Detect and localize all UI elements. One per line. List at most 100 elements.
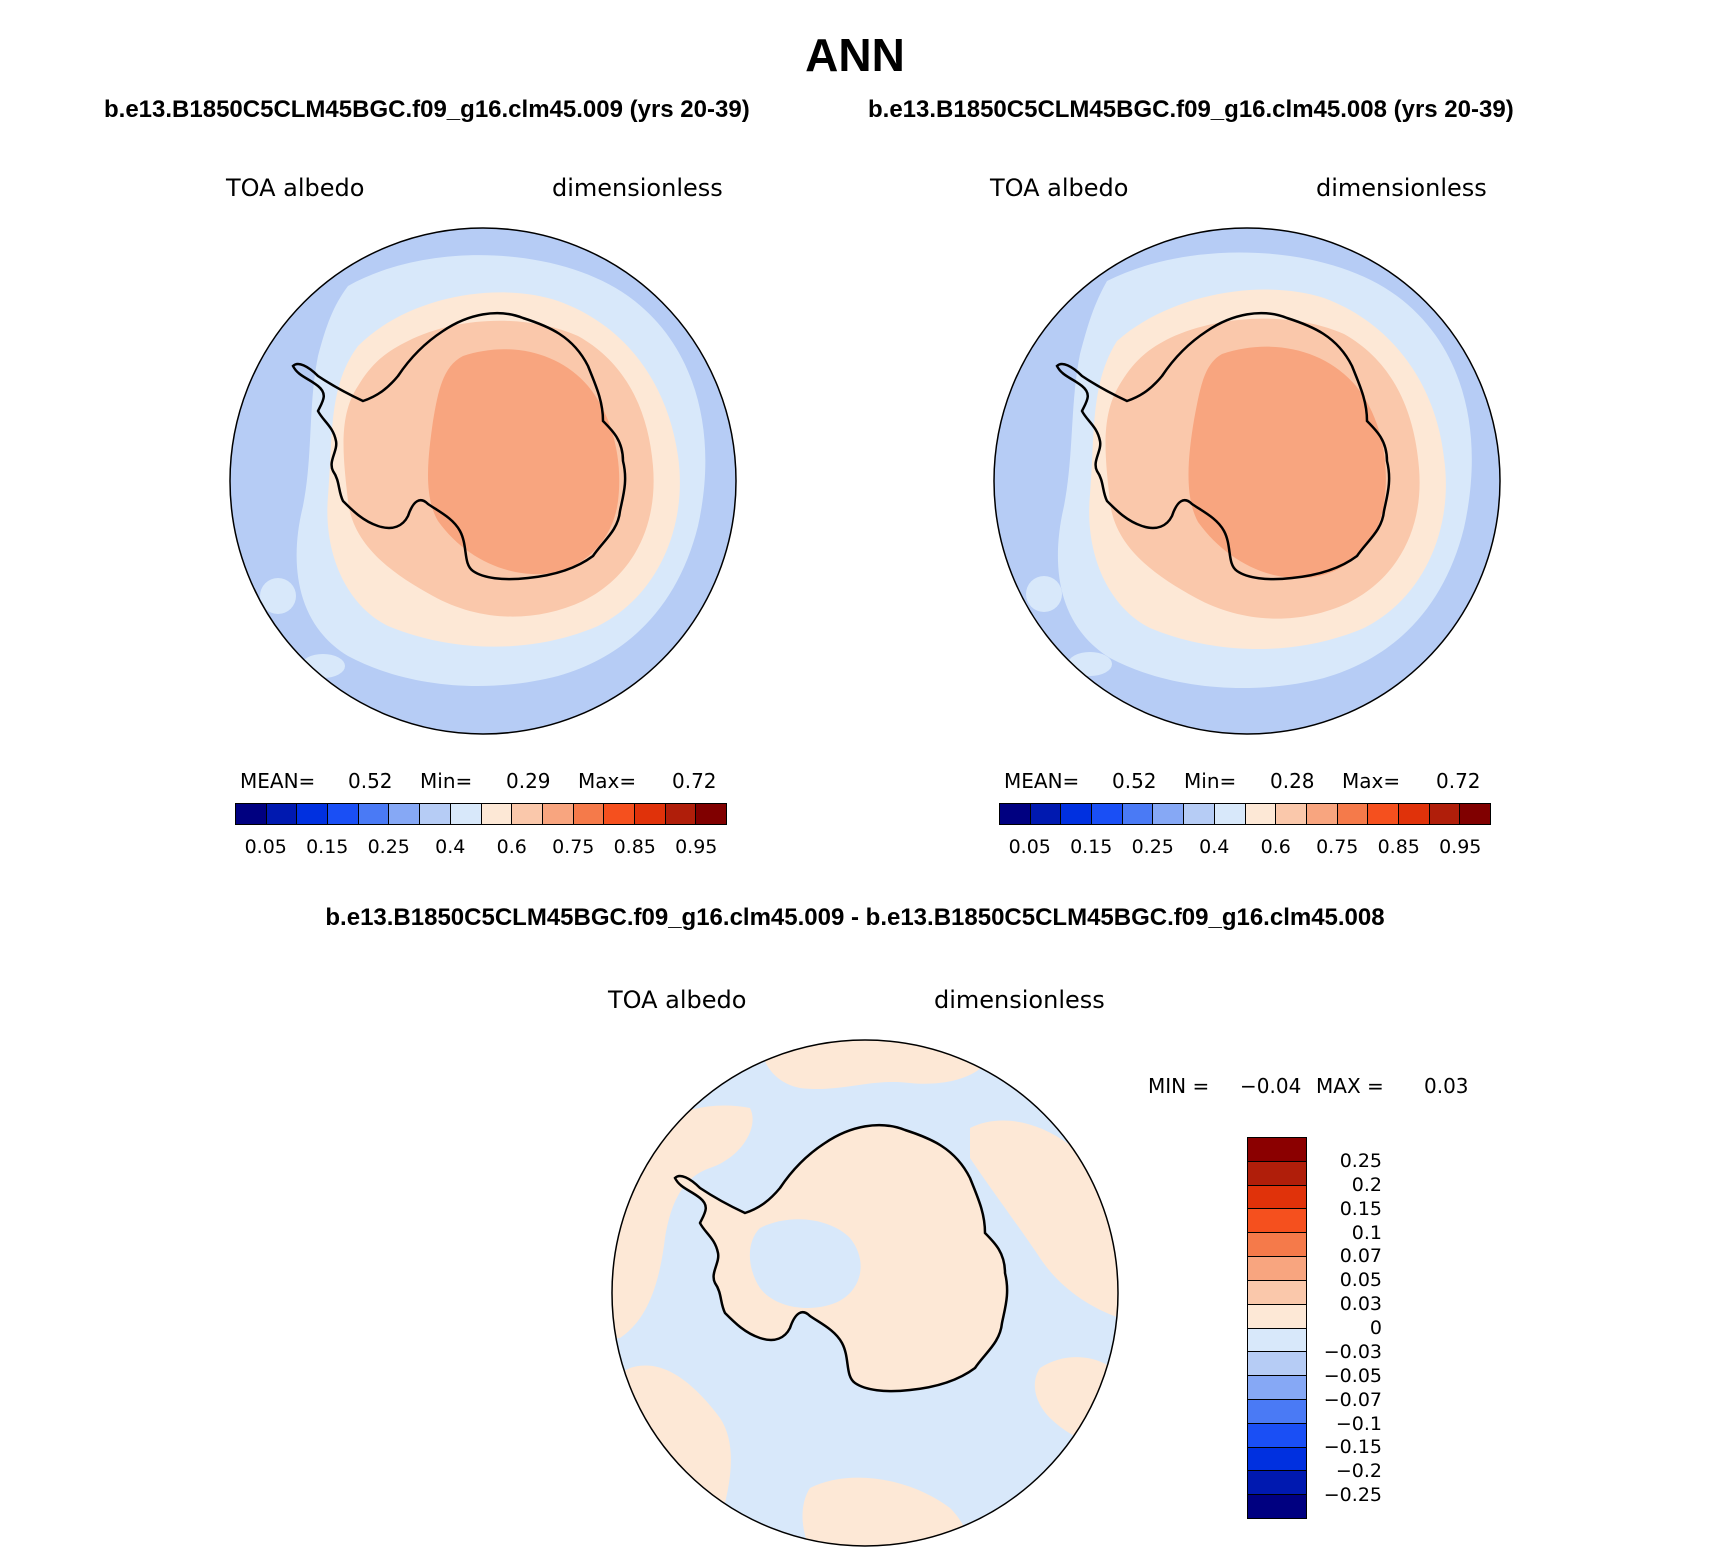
diff-colorbar-tick-label: −0.15: [1323, 1436, 1382, 1459]
diff-colorbar-tick-label: −0.07: [1323, 1388, 1382, 1411]
left-colorbar-swatch: [236, 804, 267, 824]
right-coastline: [1055, 311, 1391, 581]
left-colorbar-swatch: [542, 804, 574, 824]
right-min-label: Min=: [1184, 769, 1237, 793]
diff-pos-region-ne: [970, 1120, 1118, 1318]
left-coastline: [291, 311, 627, 581]
diff-colorbar-swatch: [1248, 1376, 1306, 1400]
right-colorbar-swatch: [1061, 804, 1093, 824]
diff-colorbar-swatch: [1248, 1304, 1306, 1329]
diff-colorbar-swatch: [1248, 1447, 1306, 1472]
right-colorbar-swatch: [1245, 804, 1277, 824]
right-colorbar: [999, 803, 1491, 825]
diff-colorbar-swatch: [1248, 1471, 1306, 1496]
left-colorbar-swatch: [573, 804, 605, 824]
diff-max-value: 0.03: [1424, 1074, 1469, 1098]
diff-colorbar-swatch: [1248, 1209, 1306, 1234]
left-colorbar-tick-label: 0.15: [306, 836, 349, 858]
right-mean-value: 0.52: [1112, 769, 1157, 793]
left-colorbar-swatch: [450, 804, 482, 824]
left-colorbar-swatch: [297, 804, 329, 824]
diff-colorbar-tick-label: 0.15: [1339, 1197, 1382, 1220]
right-case-title: b.e13.B1850C5CLM45BGC.f09_g16.clm45.008 …: [868, 96, 1514, 123]
right-colorbar-swatch: [1276, 804, 1307, 824]
right-ocean-mid-blob: [1026, 576, 1062, 612]
diff-colorbar-tick-label: 0.05: [1339, 1269, 1382, 1292]
diff-colorbar-swatch: [1248, 1185, 1306, 1210]
right-colorbar-tick-label: 0.05: [1008, 836, 1051, 858]
right-min-value: 0.28: [1270, 769, 1315, 793]
right-colorbar-swatch: [1214, 804, 1246, 824]
left-colorbar-swatch: [481, 804, 513, 824]
right-colorbar-swatch: [1184, 804, 1215, 824]
left-colorbar-tick-label: 0.95: [675, 836, 718, 858]
right-units-label: dimensionless: [1316, 174, 1487, 202]
left-mean-label: MEAN=: [240, 769, 316, 793]
right-colorbar-swatch: [1092, 804, 1123, 824]
right-colorbar-tick-label: 0.95: [1439, 836, 1482, 858]
right-mean-label: MEAN=: [1004, 769, 1080, 793]
left-colorbar-tick-label: 0.25: [367, 836, 410, 858]
left-ocean-mid-blob: [260, 578, 296, 614]
left-colorbar-tick-label: 0.05: [244, 836, 287, 858]
diff-colorbar-tick-label: −0.2: [1335, 1460, 1382, 1483]
diff-colorbar-tick-label: 0.1: [1351, 1221, 1382, 1244]
left-map-border: [229, 227, 737, 735]
diff-title: b.e13.B1850C5CLM45BGC.f09_g16.clm45.009 …: [325, 904, 1385, 931]
diff-colorbar-swatch: [1248, 1280, 1306, 1305]
left-colorbar-swatch: [665, 804, 697, 824]
diff-colorbar-swatch: [1248, 1495, 1306, 1518]
right-colorbar-swatch: [1429, 804, 1461, 824]
right-max-label: Max=: [1342, 769, 1401, 793]
right-colorbar-swatch: [1306, 804, 1338, 824]
left-colorbar-swatch: [696, 804, 726, 824]
diff-pos-region-n: [760, 1040, 992, 1089]
right-colorbar-tick-label: 0.25: [1131, 836, 1174, 858]
left-colorbar-swatch: [328, 804, 359, 824]
left-min-label: Min=: [420, 769, 473, 793]
left-colorbar-swatch: [634, 804, 666, 824]
diff-units-label: dimensionless: [934, 986, 1105, 1014]
right-colorbar-tick-label: 0.15: [1070, 836, 1113, 858]
left-colorbar-swatch: [389, 804, 421, 824]
right-colorbar-swatch: [1337, 804, 1369, 824]
right-colorbar-tick-label: 0.85: [1377, 836, 1420, 858]
left-var-label: TOA albedo: [226, 174, 365, 202]
right-colorbar-tick-label: 0.6: [1260, 836, 1291, 858]
diff-colorbar-swatch: [1248, 1138, 1306, 1162]
diff-antarctica-neg-patch: [749, 1219, 861, 1308]
diff-colorbar-tick-label: −0.1: [1335, 1412, 1382, 1435]
left-mean-value: 0.52: [348, 769, 393, 793]
left-colorbar-swatch: [604, 804, 635, 824]
left-colorbar: [235, 803, 727, 825]
right-plateau: [1188, 346, 1386, 579]
diff-colorbar-tick-label: −0.25: [1323, 1484, 1382, 1507]
right-colorbar-ticks: 0.05 0.15 0.25 0.4 0.6 0.75 0.85 0.95: [999, 836, 1491, 860]
right-polar-map: [993, 227, 1501, 735]
left-plateau: [428, 349, 620, 575]
right-ocean-mid-blob-2: [1068, 652, 1112, 676]
left-colorbar-tick-label: 0.85: [613, 836, 656, 858]
right-colorbar-swatch: [1030, 804, 1062, 824]
left-colorbar-swatch: [266, 804, 298, 824]
diff-min-value: −0.04: [1240, 1074, 1302, 1098]
left-max-value: 0.72: [672, 769, 717, 793]
diff-var-label: TOA albedo: [608, 986, 747, 1014]
diff-colorbar-tick-label: 0.03: [1339, 1293, 1382, 1316]
diff-colorbar: [1247, 1137, 1307, 1519]
left-colorbar-ticks: 0.05 0.15 0.25 0.4 0.6 0.75 0.85 0.95: [235, 836, 727, 860]
diff-min-label: MIN =: [1148, 1074, 1210, 1098]
right-colorbar-swatch: [1000, 804, 1031, 824]
left-colorbar-swatch: [512, 804, 543, 824]
left-colorbar-swatch: [420, 804, 451, 824]
diff-colorbar-swatch: [1248, 1399, 1306, 1424]
left-colorbar-swatch: [358, 804, 390, 824]
diff-colorbar-swatch: [1248, 1161, 1306, 1186]
right-colorbar-swatch: [1398, 804, 1430, 824]
right-colorbar-tick-label: 0.4: [1199, 836, 1230, 858]
diff-colorbar-ticks: 0.25 0.2 0.15 0.1 0.07 0.05 0.03 0 −0.03 −0.05 −0.…: [1312, 1137, 1412, 1519]
diff-pos-region-s: [802, 1477, 970, 1546]
main-title: ANN: [805, 29, 905, 81]
right-colorbar-swatch: [1368, 804, 1399, 824]
right-colorbar-tick-label: 0.75: [1316, 836, 1359, 858]
